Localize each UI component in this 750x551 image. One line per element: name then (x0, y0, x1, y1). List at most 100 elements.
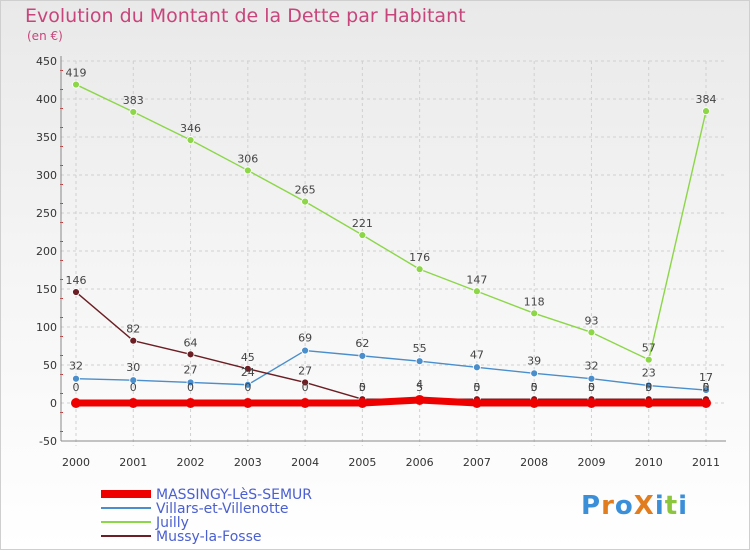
series-line-3 (75, 291, 706, 400)
data-label: 0 (531, 381, 538, 394)
y-tick-label: 250 (36, 207, 57, 220)
data-label: 5 (645, 381, 652, 394)
y-tick-label: 150 (36, 283, 57, 296)
logo-letter: P (581, 491, 602, 521)
logo-letter: X (633, 491, 655, 521)
data-point-0 (586, 398, 597, 408)
data-label: 93 (584, 314, 598, 327)
data-point-2 (473, 287, 481, 296)
data-label: 32 (584, 360, 598, 373)
data-point-0 (185, 398, 196, 408)
data-label: 0 (703, 381, 710, 394)
data-point-0 (414, 394, 425, 405)
y-tick-label: -50 (39, 435, 57, 448)
data-label: 0 (473, 381, 480, 394)
data-label: 24 (241, 366, 255, 379)
data-label: 64 (184, 336, 198, 349)
logo-letter: o (614, 491, 634, 521)
data-point-2 (587, 328, 596, 337)
y-tick-label: 450 (36, 55, 57, 68)
legend-label: MASSINGY-LèS-SEMUR (156, 487, 312, 503)
data-point-1 (644, 381, 653, 390)
proxiti-logo: ProXiti (581, 491, 688, 521)
data-point-3 (243, 364, 252, 373)
data-label: 146 (66, 274, 87, 287)
data-label: 69 (298, 332, 312, 345)
x-tick-label: 2001 (119, 456, 147, 469)
data-label: 23 (642, 367, 656, 380)
chart-unit: (en €) (27, 29, 63, 43)
data-point-0 (300, 398, 311, 408)
data-point-1 (186, 378, 195, 387)
data-label: 176 (409, 251, 430, 264)
data-point-1 (243, 380, 252, 389)
data-point-1 (415, 357, 424, 366)
data-label: 5 (588, 381, 595, 394)
data-point-2 (301, 197, 309, 206)
x-tick-label: 2005 (348, 456, 376, 469)
data-label: 0 (645, 381, 652, 394)
x-tick-label: 2006 (406, 456, 434, 469)
logo-letter: t (664, 491, 679, 521)
data-label: 0 (130, 381, 137, 394)
data-label: 221 (352, 217, 373, 230)
data-label: 5 (703, 381, 710, 394)
x-tick-label: 2004 (291, 456, 319, 469)
data-point-3 (301, 378, 309, 387)
data-point-1 (129, 376, 138, 385)
data-point-0 (701, 398, 711, 408)
data-point-0 (471, 398, 482, 408)
data-point-2 (415, 265, 424, 274)
x-tick-label: 2009 (577, 456, 605, 469)
y-tick-label: 0 (50, 397, 57, 410)
data-point-2 (702, 107, 710, 116)
data-point-0 (71, 398, 81, 408)
data-label: 383 (123, 94, 144, 107)
data-label: 0 (359, 381, 366, 394)
data-point-2 (186, 136, 195, 144)
y-tick-label: 100 (36, 321, 57, 334)
data-label: 55 (413, 342, 427, 355)
data-label: 27 (184, 363, 198, 376)
logo-letter: r (601, 491, 615, 521)
data-label: 17 (699, 371, 713, 384)
data-label: 45 (241, 351, 255, 364)
data-label: 47 (470, 348, 484, 361)
data-label: 32 (69, 360, 83, 373)
data-label: 57 (642, 342, 656, 355)
chart-title: Evolution du Montant de la Dette par Hab… (25, 5, 466, 27)
data-point-1 (702, 386, 710, 394)
data-point-1 (358, 351, 367, 360)
data-point-0 (643, 398, 654, 408)
data-point-2 (243, 166, 252, 175)
data-label: 0 (588, 381, 595, 394)
data-point-1 (530, 369, 539, 378)
y-tick-label: 50 (43, 359, 57, 372)
data-label: 62 (355, 337, 369, 350)
data-point-2 (358, 231, 367, 239)
data-label: 82 (126, 323, 140, 336)
data-label: 5 (359, 381, 366, 394)
data-label: 5 (473, 381, 480, 394)
data-point-1 (587, 374, 596, 383)
x-tick-label: 2000 (62, 456, 90, 469)
series-line-2 (75, 83, 707, 361)
data-label: 147 (466, 273, 487, 286)
data-point-2 (644, 355, 653, 364)
data-point-3 (129, 336, 138, 345)
series-line-1 (75, 349, 707, 391)
x-tick-label: 2011 (692, 456, 720, 469)
logo-letter: i (654, 491, 665, 521)
series-line-0 (76, 396, 706, 407)
x-tick-label: 2008 (520, 456, 548, 469)
data-label: 265 (295, 184, 316, 197)
legend-label: Mussy-la-Fosse (156, 529, 261, 545)
data-label: 306 (237, 152, 258, 165)
x-tick-label: 2003 (234, 456, 262, 469)
y-tick-label: 300 (36, 169, 57, 182)
data-label: 0 (302, 381, 309, 394)
data-label: 5 (416, 381, 423, 394)
x-tick-label: 2002 (177, 456, 205, 469)
